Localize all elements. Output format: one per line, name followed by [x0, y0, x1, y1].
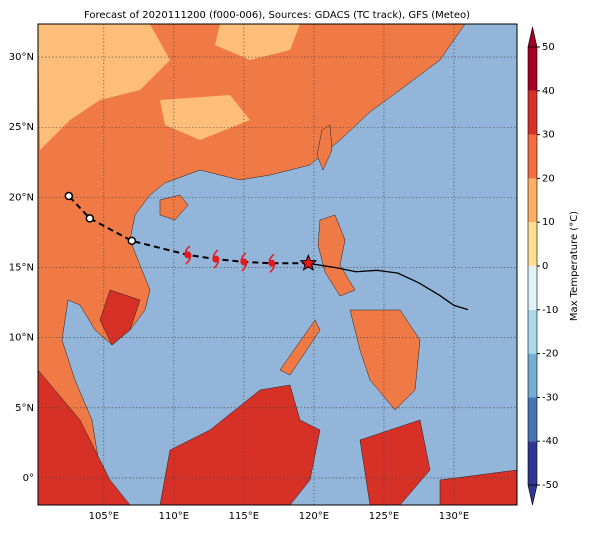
visayas-mindanao [349, 309, 421, 411]
x-tick-label: 110°E [159, 511, 189, 522]
colorbar-segment [528, 134, 537, 179]
colorbar-tick-label: 40 [542, 86, 555, 97]
colorbar-segment [528, 47, 537, 91]
forecast-point [64, 191, 74, 201]
warm-patch [215, 24, 300, 60]
forecast-point [184, 251, 192, 259]
colorbar-tick-label: 20 [542, 173, 555, 184]
x-tick-label: 130°E [439, 511, 469, 522]
y-tick-label: 25°N [9, 122, 34, 133]
storm-position [299, 253, 318, 271]
colorbar: -50 -40 -30 -20 -10 0 10 20 30 40 50 Max Temperatur… [527, 26, 580, 506]
taiwan [316, 124, 333, 171]
colorbar-segment [528, 441, 537, 485]
colorbar-tick-label: 30 [542, 130, 555, 141]
x-tick-label: 105°E [89, 511, 119, 522]
mainland [38, 24, 466, 471]
y-tick-label: 30°N [9, 52, 34, 63]
colorbar-extend-bottom [527, 484, 538, 506]
colorbar-tick-label: 10 [542, 217, 555, 228]
colorbar-segment [528, 397, 537, 442]
forecast-track [68, 195, 309, 265]
past-track [308, 262, 469, 311]
luzon [317, 214, 356, 297]
sumatra [38, 369, 131, 505]
map-area [38, 24, 517, 505]
borneo [159, 384, 321, 505]
forecast-point [127, 236, 137, 246]
colorbar-segment [528, 353, 537, 398]
colorbar-extend-top [527, 26, 538, 48]
palawan [279, 319, 321, 376]
colorbar-tick-label: -20 [542, 349, 558, 360]
x-tick-label: 120°E [299, 511, 329, 522]
forecast-point [268, 259, 276, 267]
colorbar-segment [528, 222, 537, 266]
colorbar-tick-label: -40 [542, 436, 558, 447]
sulawesi [359, 419, 431, 505]
y-tick-label: 5°N [15, 403, 34, 414]
y-tick-label: 0° [23, 473, 34, 484]
forecast-point [212, 255, 220, 263]
colorbar-segment [528, 178, 537, 223]
y-tick-label: 20°N [9, 192, 34, 203]
colorbar-tick-label: -30 [542, 392, 558, 403]
warm-patch [160, 95, 250, 140]
x-tick-label: 125°E [369, 511, 399, 522]
x-tick-label: 115°E [229, 511, 259, 522]
colorbar-label: Max Temperature (°C) [569, 211, 580, 321]
colorbar-tick-label: 50 [542, 42, 555, 53]
y-tick-label: 10°N [9, 333, 34, 344]
map-frame [37, 23, 518, 506]
title: Forecast of 2020111200 (f000-006), Sourc… [84, 10, 470, 21]
colorbar-tick-label: 0 [542, 261, 548, 272]
colorbar-segment [528, 90, 537, 135]
new-guinea [439, 469, 517, 505]
colorbar-segment [528, 266, 537, 310]
overlay [38, 24, 517, 505]
colorbar-segment [528, 309, 537, 354]
forecast-point [85, 214, 95, 223]
forecast-point [240, 258, 248, 266]
colorbar-tick-label: -10 [542, 305, 558, 316]
y-tick-label: 15°N [9, 263, 34, 274]
colorbar-tick-label: -50 [542, 480, 558, 491]
peninsula-south [99, 289, 141, 346]
